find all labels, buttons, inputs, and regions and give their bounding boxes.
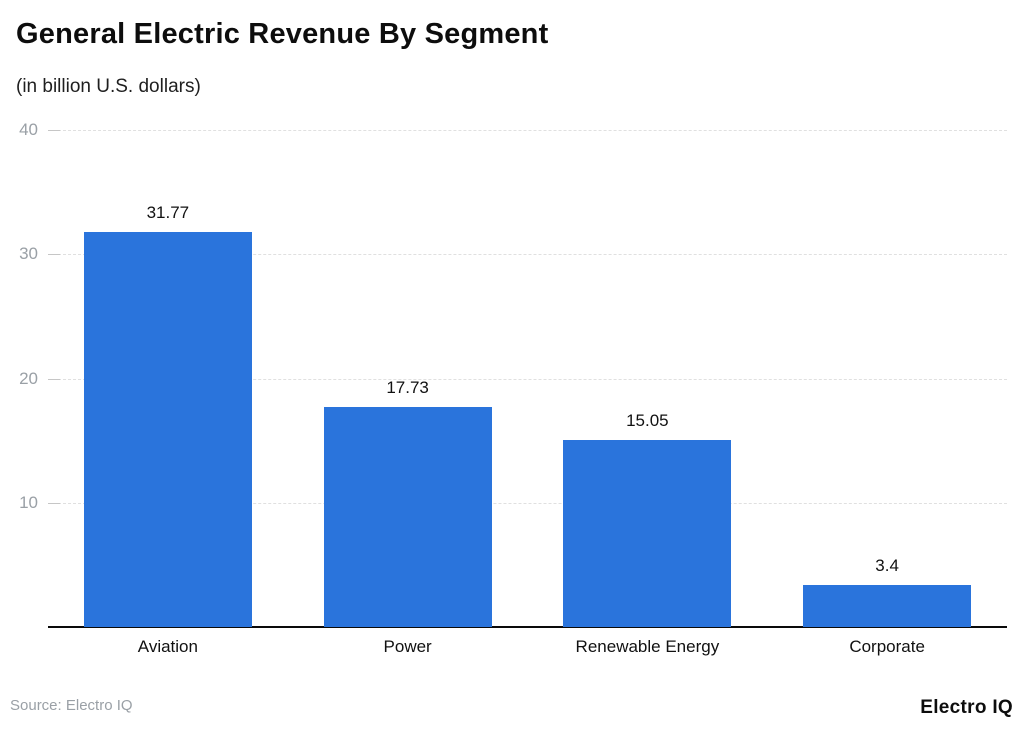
- y-axis-label-40: 40: [19, 120, 38, 139]
- bar-corporate: [803, 584, 972, 627]
- x-axis-label-power: Power: [383, 637, 432, 656]
- y-tick-20: [48, 378, 60, 380]
- bar-renewable-energy: [563, 440, 732, 627]
- source-text: Source: Electro IQ: [10, 697, 133, 714]
- gridline-10: [48, 502, 1007, 504]
- value-label-power: 17.73: [386, 377, 429, 397]
- brand-logo: Electro IQ: [920, 697, 1013, 718]
- chart-subtitle: (in billion U.S. dollars): [16, 76, 201, 97]
- value-label-corporate: 3.4: [875, 555, 899, 575]
- y-axis-label-20: 20: [19, 368, 38, 388]
- x-axis-label-renewable-energy: Renewable Energy: [575, 637, 720, 656]
- y-axis-label-30: 30: [19, 244, 38, 264]
- x-axis-line: [48, 626, 1007, 628]
- x-axis-label-aviation: Aviation: [137, 637, 198, 656]
- gridline-20: [48, 378, 1007, 380]
- x-axis-label-corporate: Corporate: [849, 637, 925, 656]
- y-axis-label-10: 10: [19, 492, 38, 512]
- plot-area: [48, 130, 1007, 628]
- gridline-40: [48, 130, 1007, 131]
- y-tick-10: [48, 502, 60, 504]
- y-tick-30: [48, 254, 60, 256]
- value-label-aviation: 31.77: [146, 203, 190, 223]
- bar-aviation: [83, 232, 252, 627]
- value-label-renewable-energy: 15.05: [626, 411, 669, 430]
- y-tick-40: [48, 130, 60, 131]
- chart-title: General Electric Revenue By Segment: [16, 18, 549, 50]
- gridline-30: [48, 254, 1007, 256]
- bar-power: [323, 406, 492, 627]
